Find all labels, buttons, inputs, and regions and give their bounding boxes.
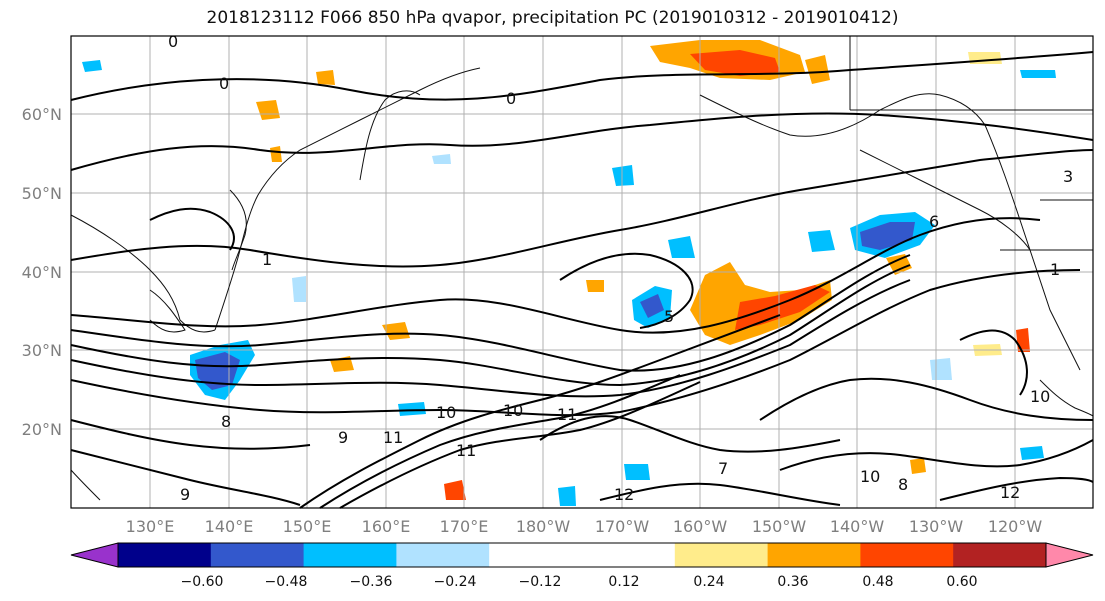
lon-label: 170°W bbox=[595, 517, 650, 536]
contour-label: 9 bbox=[338, 428, 348, 447]
precip-positive-shading bbox=[256, 40, 1030, 500]
colorbar-label: 0.24 bbox=[693, 574, 724, 590]
colorbar-label: 0.48 bbox=[862, 574, 893, 590]
contour-label: 8 bbox=[898, 475, 908, 494]
contour-label: 1 bbox=[1050, 260, 1060, 279]
lat-label: 30°N bbox=[22, 341, 62, 360]
contour-label: 6 bbox=[929, 212, 939, 231]
colorbar-extend-max bbox=[1045, 542, 1094, 568]
colorbar-cells bbox=[118, 543, 1047, 567]
colorbar-label: −0.24 bbox=[434, 574, 477, 590]
lon-label: 130°W bbox=[909, 517, 964, 536]
colorbar-extend-min bbox=[70, 542, 119, 568]
map-border bbox=[70, 35, 1094, 509]
colorbar: −0.60 −0.48 −0.36 −0.24 −0.12 0.12 0.24 … bbox=[70, 542, 1094, 590]
colorbar-cell bbox=[396, 543, 490, 567]
colorbar-cell bbox=[210, 543, 305, 567]
lat-label: 50°N bbox=[22, 184, 62, 203]
contour-label: 0 bbox=[219, 74, 229, 93]
colorbar-cell bbox=[489, 543, 583, 567]
contour-label: 10 bbox=[436, 403, 456, 422]
colorbar-cell bbox=[860, 543, 954, 567]
lon-label: 140°W bbox=[830, 517, 885, 536]
colorbar-cell bbox=[582, 543, 676, 567]
lat-label: 40°N bbox=[22, 263, 62, 282]
contour-label: 1 bbox=[262, 250, 272, 269]
colorbar-label: −0.48 bbox=[265, 574, 308, 590]
qvapor-contours bbox=[70, 51, 1094, 509]
colorbar-label: −0.36 bbox=[350, 574, 393, 590]
contour-label: 10 bbox=[1030, 387, 1050, 406]
colorbar-label: 0.12 bbox=[608, 574, 639, 590]
colorbar-label: −0.12 bbox=[519, 574, 562, 590]
colorbar-cell bbox=[767, 543, 861, 567]
latitude-labels: 60°N 50°N 40°N 30°N 20°N bbox=[22, 105, 62, 439]
lon-label: 160°W bbox=[673, 517, 728, 536]
colorbar-cell bbox=[674, 543, 769, 567]
colorbar-cell bbox=[953, 543, 1047, 567]
colorbar-label: 0.36 bbox=[777, 574, 808, 590]
lon-label: 180°W bbox=[516, 517, 571, 536]
colorbar-label: −0.60 bbox=[181, 574, 224, 590]
contour-label: 9 bbox=[180, 485, 190, 504]
lon-label: 170°E bbox=[440, 517, 489, 536]
coastlines bbox=[70, 36, 1094, 501]
longitude-labels: 130°E 140°E 150°E 160°E 170°E 180°W 170°… bbox=[126, 517, 1043, 536]
contour-label: 12 bbox=[1000, 483, 1020, 502]
colorbar-labels: −0.60 −0.48 −0.36 −0.24 −0.12 0.12 0.24 … bbox=[181, 574, 978, 590]
contour-label: 11 bbox=[383, 428, 403, 447]
map-title: 2018123112 F066 850 hPa qvapor, precipit… bbox=[206, 8, 899, 28]
colorbar-cell bbox=[303, 543, 397, 567]
contour-labels: 0 0 0 1 1 3 5 6 7 8 8 9 9 10 10 10 10 11… bbox=[168, 32, 1073, 504]
colorbar-cell bbox=[118, 543, 212, 567]
contour-label: 0 bbox=[506, 89, 516, 108]
colorbar-frame bbox=[117, 542, 1047, 568]
lon-label: 120°W bbox=[988, 517, 1043, 536]
contour-label: 7 bbox=[718, 459, 728, 478]
contour-label: 3 bbox=[1063, 167, 1073, 186]
lon-label: 160°E bbox=[362, 517, 411, 536]
lon-label: 130°E bbox=[126, 517, 175, 536]
colorbar-label: 0.60 bbox=[946, 574, 977, 590]
contour-label: 11 bbox=[557, 405, 577, 424]
contour-label: 12 bbox=[614, 485, 634, 504]
contour-label: 10 bbox=[503, 401, 523, 420]
contour-label: 0 bbox=[168, 32, 178, 51]
lon-label: 150°E bbox=[283, 517, 332, 536]
contour-label: 10 bbox=[860, 467, 880, 486]
contour-label: 8 bbox=[221, 412, 231, 431]
lat-label: 60°N bbox=[22, 105, 62, 124]
contour-label: 5 bbox=[664, 307, 674, 326]
lon-label: 150°W bbox=[752, 517, 807, 536]
contour-label: 11 bbox=[456, 441, 476, 460]
lon-label: 140°E bbox=[205, 517, 254, 536]
lat-label: 20°N bbox=[22, 420, 62, 439]
